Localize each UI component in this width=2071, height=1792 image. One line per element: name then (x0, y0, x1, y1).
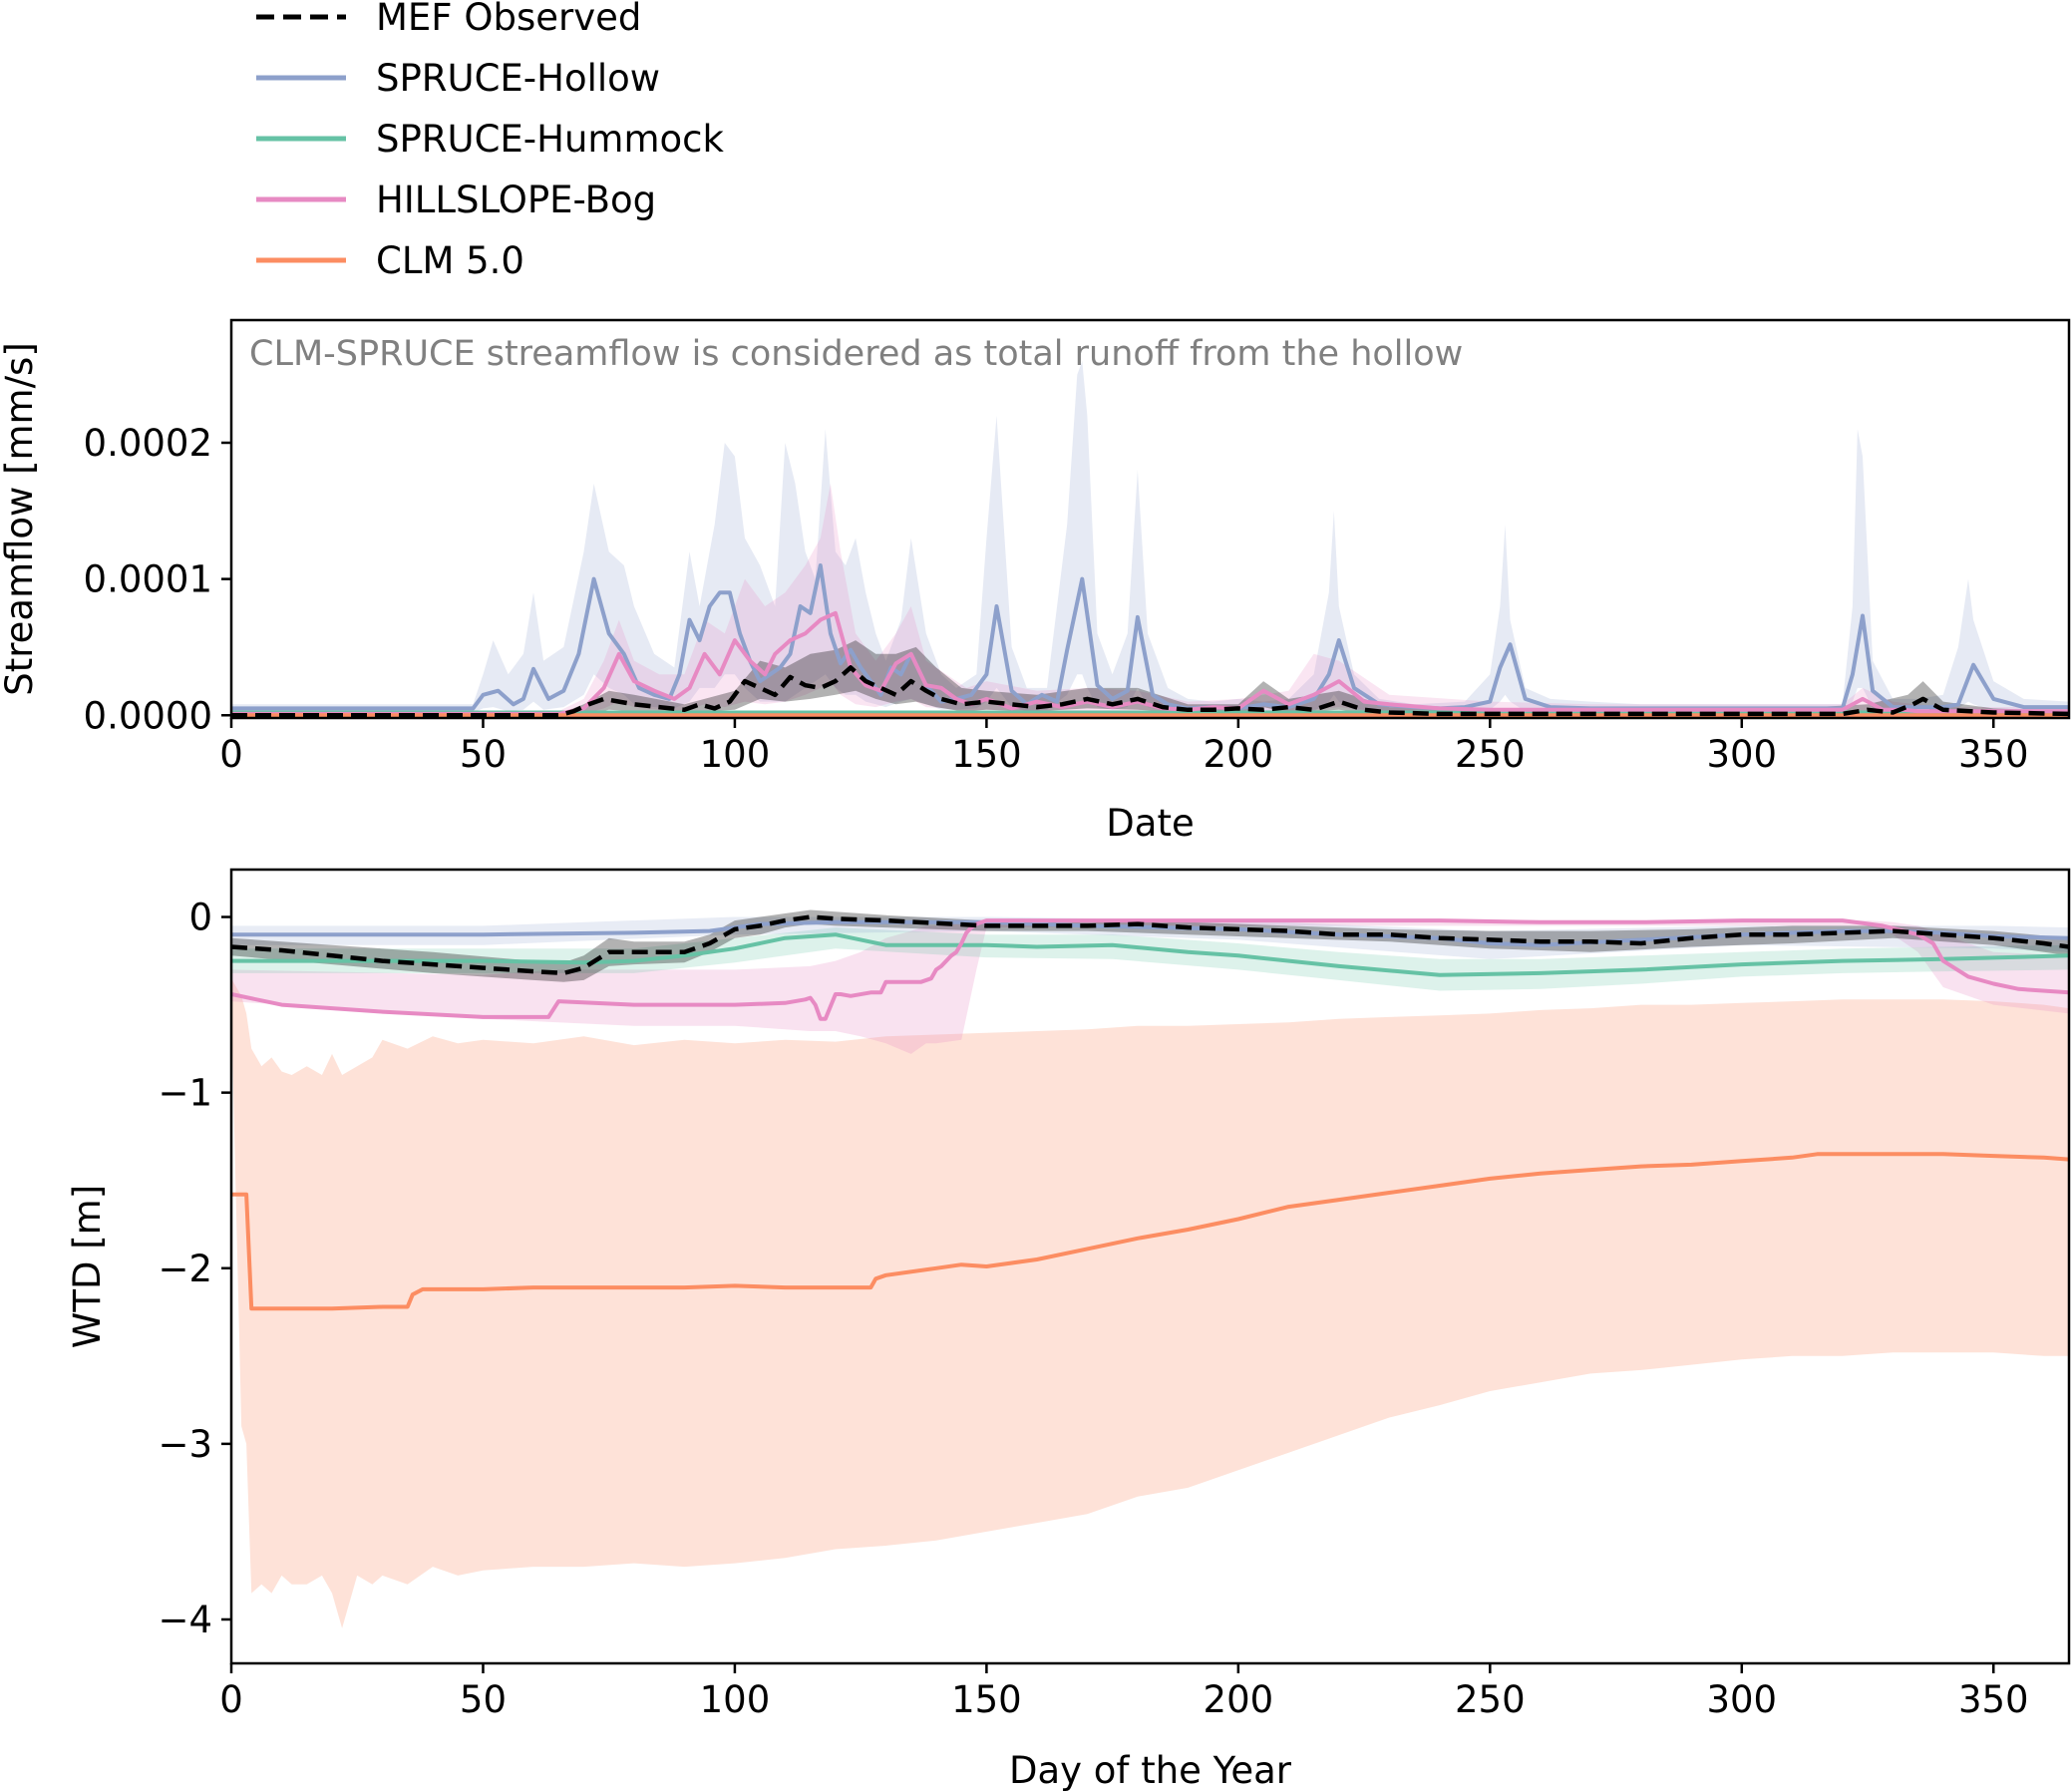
streamflow-series-hillslope-bog (231, 610, 2069, 716)
streamflow-lines (231, 563, 2069, 718)
wtd-series-spruce-hummock (231, 932, 2069, 977)
wtd-x-tick-label: 300 (1706, 1678, 1777, 1721)
wtd-band-clm-5-0 (231, 978, 2069, 1628)
streamflow-panel: 0 50 100 150 200 250 300 350 0.0000 0.0001 0.0002… (0, 318, 2071, 845)
streamflow-annotation: CLM-SPRUCE streamflow is considered as t… (249, 334, 1463, 374)
wtd-band-hillslope-bog (231, 920, 2069, 1054)
wtd-y-tick-label: 0 (188, 896, 212, 939)
legend: MEF Observed SPRUCE-Hollow SPRUCE-Hummock H… (256, 0, 724, 282)
wtd-y-tick-label: −3 (158, 1423, 212, 1466)
wtd-x-tick-label: 150 (951, 1678, 1022, 1721)
wtd-x-tick-label: 50 (460, 1678, 507, 1721)
wtd-series-mef-observed (231, 914, 2069, 976)
streamflow-y-axis-label: Streamflow [mm/s] (0, 342, 41, 696)
wtd-band-mef-observed (231, 909, 2069, 982)
wtd-y-tick-label: −1 (158, 1072, 212, 1115)
streamflow-x-tick-label: 150 (951, 733, 1022, 776)
wtd-y-axis-label: WTD [m] (66, 1185, 109, 1348)
streamflow-y-tick-label: 0.0001 (84, 558, 212, 601)
legend-label-hillslope-bog: HILLSLOPE-Bog (376, 179, 656, 221)
legend-entry-spruce-hollow: SPRUCE-Hollow (256, 57, 660, 100)
streamflow-band-spruce-hollow (231, 361, 2069, 713)
wtd-x-tick-label: 100 (700, 1678, 771, 1721)
legend-entry-hillslope-bog: HILLSLOPE-Bog (256, 179, 656, 221)
wtd-y-ticks: 0 −1 −2 −3 −4 (158, 896, 231, 1641)
legend-entry-clm-5-0: CLM 5.0 (256, 239, 524, 282)
streamflow-series-mef-observed (231, 665, 2069, 718)
streamflow-y-ticks: 0.0000 0.0001 0.0002 (84, 422, 231, 737)
legend-label-spruce-hollow: SPRUCE-Hollow (376, 57, 660, 100)
streamflow-x-tick-label: 200 (1204, 733, 1274, 776)
legend-entry-spruce-hummock: SPRUCE-Hummock (256, 118, 724, 161)
wtd-x-axis-label: Day of the Year (1009, 1749, 1292, 1792)
wtd-lines (231, 914, 2069, 1311)
wtd-x-tick-label: 350 (1958, 1678, 2029, 1721)
streamflow-x-ticks: 0 50 100 150 200 250 300 350 (219, 718, 2029, 776)
streamflow-x-tick-label: 250 (1455, 733, 1526, 776)
streamflow-x-tick-label: 50 (460, 733, 507, 776)
streamflow-uncertainty-bands (231, 361, 2069, 717)
streamflow-x-tick-label: 0 (219, 733, 243, 776)
wtd-band-spruce-hollow (231, 916, 2069, 959)
streamflow-x-tick-label: 300 (1706, 733, 1777, 776)
legend-entry-mef-observed: MEF Observed (256, 0, 641, 39)
wtd-series-clm-5-0 (231, 1152, 2069, 1311)
wtd-x-tick-label: 0 (219, 1678, 243, 1721)
streamflow-axes-frame (229, 318, 2071, 720)
streamflow-x-axis-label: Date (1106, 802, 1194, 845)
wtd-band-spruce-hummock (231, 927, 2069, 991)
legend-label-mef-observed: MEF Observed (376, 0, 641, 39)
legend-label-spruce-hummock: SPRUCE-Hummock (376, 118, 724, 161)
wtd-y-tick-label: −2 (158, 1248, 212, 1290)
wtd-axes-frame (229, 868, 2071, 1665)
streamflow-x-tick-label: 350 (1958, 733, 2029, 776)
streamflow-y-tick-label: 0.0000 (84, 694, 212, 737)
wtd-series-hillslope-bog (231, 918, 2069, 1021)
streamflow-x-tick-label: 100 (700, 733, 771, 776)
wtd-x-tick-label: 250 (1455, 1678, 1526, 1721)
streamflow-band-hillslope-bog (231, 484, 2069, 716)
wtd-uncertainty-bands (231, 909, 2069, 1628)
wtd-x-tick-label: 200 (1204, 1678, 1274, 1721)
streamflow-y-tick-label: 0.0002 (84, 422, 212, 465)
wtd-panel: 0 50 100 150 200 250 300 350 0 −1 −2 −3 −4 Day of t… (66, 868, 2071, 1792)
wtd-x-ticks: 0 50 100 150 200 250 300 350 (219, 1663, 2029, 1721)
wtd-y-tick-label: −4 (158, 1599, 212, 1641)
legend-label-clm-5-0: CLM 5.0 (376, 239, 524, 282)
